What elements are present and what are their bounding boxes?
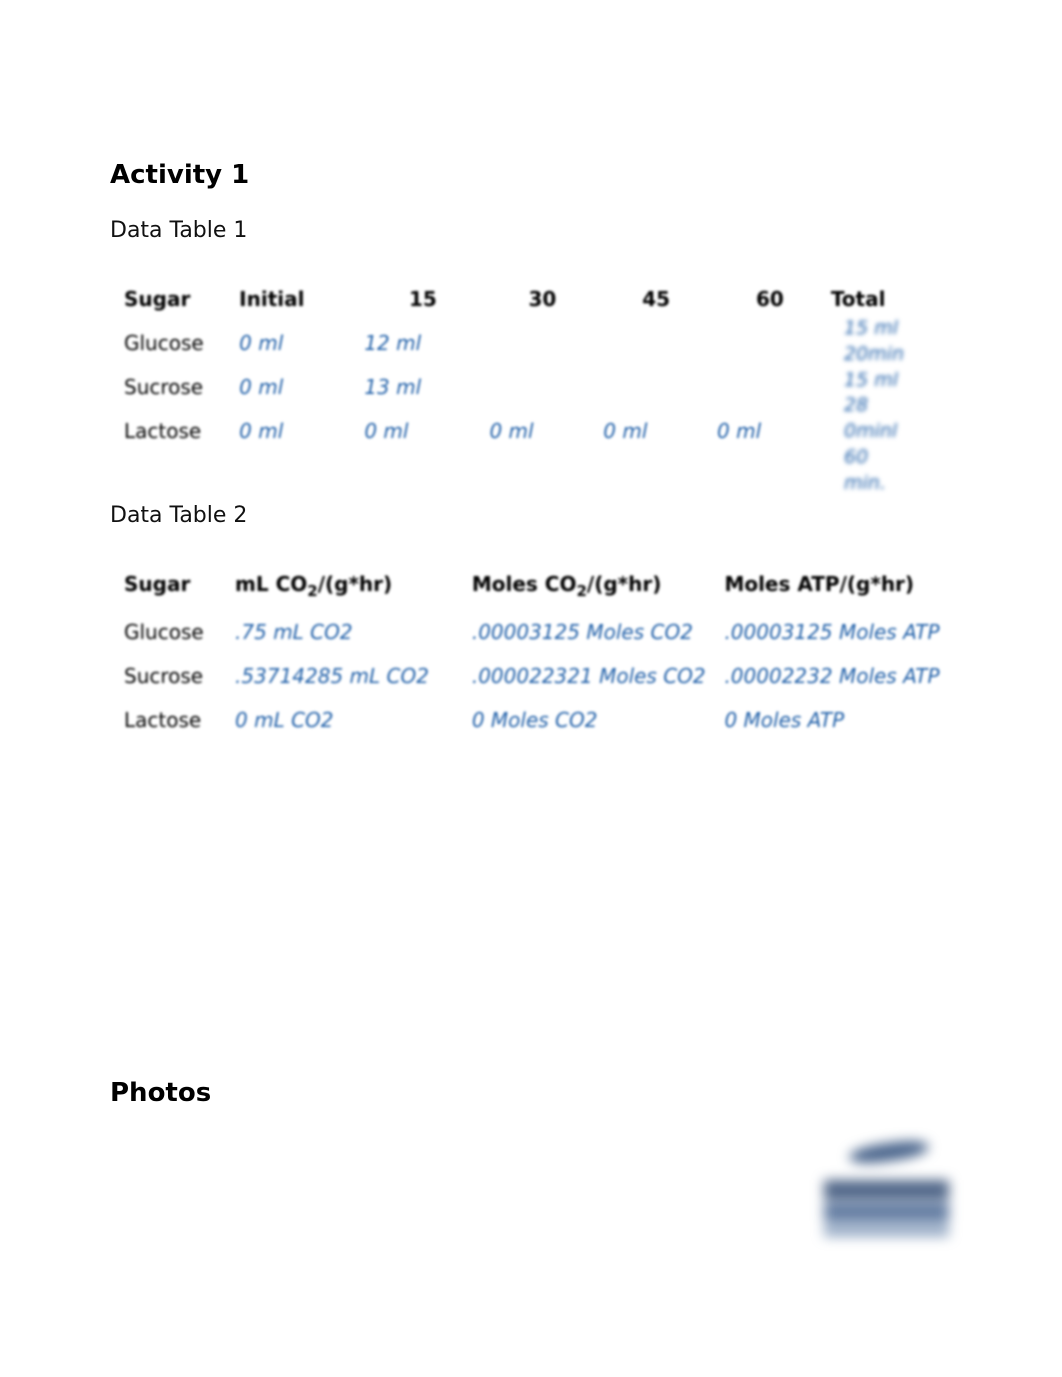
t2-h-molesatp: Moles ATP/(g*hr) [720,562,952,610]
t1-sugar: Glucose [110,321,235,365]
table1-caption: Data Table 1 [110,218,952,243]
t1-cell: 0 ml [235,321,360,365]
t1-cell: 0 ml [599,409,713,453]
t2-h-molesco2-pre: Moles CO [472,572,577,596]
overflow-line: 15 ml [844,369,944,393]
t1-cell: 0 ml [713,409,827,453]
t2-cell: .00003125 Moles ATP [720,610,952,654]
overflow-line: 15 ml [844,317,944,341]
t1-total-overflow: 15 ml 20min 15 ml 28 0minl 60 min. [844,317,944,497]
table1-wrap: Sugar Initial 15 30 45 60 Total Glucose … [110,277,952,453]
t1-h-15: 15 [360,277,485,321]
t1-cell [485,365,599,409]
overflow-line: 60 [844,446,944,470]
table-row: Lactose 0 ml 0 ml 0 ml 0 ml 0 ml [110,409,952,453]
t2-cell: 0 Moles CO2 [468,698,721,742]
overflow-line: 0minl [844,420,944,444]
table-row: Glucose 0 ml 12 ml [110,321,952,365]
table-row: Sucrose .53714285 mL CO2 .000022321 Mole… [110,654,952,698]
sub-2: 2 [307,582,317,600]
t2-cell: 0 Moles ATP [720,698,952,742]
t1-cell: 0 ml [235,365,360,409]
t1-cell: 0 ml [235,409,360,453]
t2-cell: .000022321 Moles CO2 [468,654,721,698]
t2-sugar: Sucrose [110,654,231,698]
t2-h-mlco2-post: /(g*hr) [318,572,392,596]
t2-h-mlco2: mL CO2/(g*hr) [231,562,468,610]
overflow-line: 20min [844,343,944,367]
t1-h-initial: Initial [235,277,360,321]
t1-h-total: Total [827,277,952,321]
photos-title: Photos [110,1078,211,1108]
t2-cell: .75 mL CO2 [231,610,468,654]
t1-cell [713,321,827,365]
t1-h-30: 30 [485,277,599,321]
table2-caption: Data Table 2 [110,503,952,528]
table2-head: Sugar mL CO2/(g*hr) Moles CO2/(g*hr) Mol… [110,562,952,610]
blurred-thumbnail [814,1135,954,1240]
t1-h-60: 60 [713,277,827,321]
thumb-shape [848,1138,930,1167]
t2-sugar: Glucose [110,610,231,654]
t1-sugar: Lactose [110,409,235,453]
thumb-shape [824,1223,949,1237]
t2-cell: .53714285 mL CO2 [231,654,468,698]
table2-body: Glucose .75 mL CO2 .00003125 Moles CO2 .… [110,610,952,742]
t1-cell [599,365,713,409]
sub-2: 2 [576,582,586,600]
t1-cell: 13 ml [360,365,485,409]
overflow-line: min. [844,472,944,496]
t1-cell: 12 ml [360,321,485,365]
table-row: Lactose 0 mL CO2 0 Moles CO2 0 Moles ATP [110,698,952,742]
t1-cell [485,321,599,365]
table2-header-row: Sugar mL CO2/(g*hr) Moles CO2/(g*hr) Mol… [110,562,952,610]
t2-cell: 0 mL CO2 [231,698,468,742]
t2-cell: .00002232 Moles ATP [720,654,952,698]
overflow-line: 28 [844,394,944,418]
table-row: Sucrose 0 ml 13 ml [110,365,952,409]
table1-body: Glucose 0 ml 12 ml Sucrose 0 ml 13 ml [110,321,952,453]
table-row: Glucose .75 mL CO2 .00003125 Moles CO2 .… [110,610,952,654]
table1-head: Sugar Initial 15 30 45 60 Total [110,277,952,321]
activity-title: Activity 1 [110,160,952,190]
data-table-1: Sugar Initial 15 30 45 60 Total Glucose … [110,277,952,453]
t1-cell: 0 ml [360,409,485,453]
t2-h-molesco2-post: /(g*hr) [587,572,661,596]
t2-h-mlco2-pre: mL CO [235,572,307,596]
t1-cell [713,365,827,409]
t1-h-sugar: Sugar [110,277,235,321]
t2-h-molesco2: Moles CO2/(g*hr) [468,562,721,610]
t2-cell: .00003125 Moles CO2 [468,610,721,654]
thumb-shape [824,1203,949,1221]
thumb-shape [824,1180,949,1200]
table1-header-row: Sugar Initial 15 30 45 60 Total [110,277,952,321]
t1-cell: 0 ml [485,409,599,453]
table2-wrap: Sugar mL CO2/(g*hr) Moles CO2/(g*hr) Mol… [110,562,952,742]
t1-cell [599,321,713,365]
t1-sugar: Sucrose [110,365,235,409]
t1-h-45: 45 [599,277,713,321]
t2-sugar: Lactose [110,698,231,742]
data-table-2: Sugar mL CO2/(g*hr) Moles CO2/(g*hr) Mol… [110,562,952,742]
t2-h-sugar: Sugar [110,562,231,610]
